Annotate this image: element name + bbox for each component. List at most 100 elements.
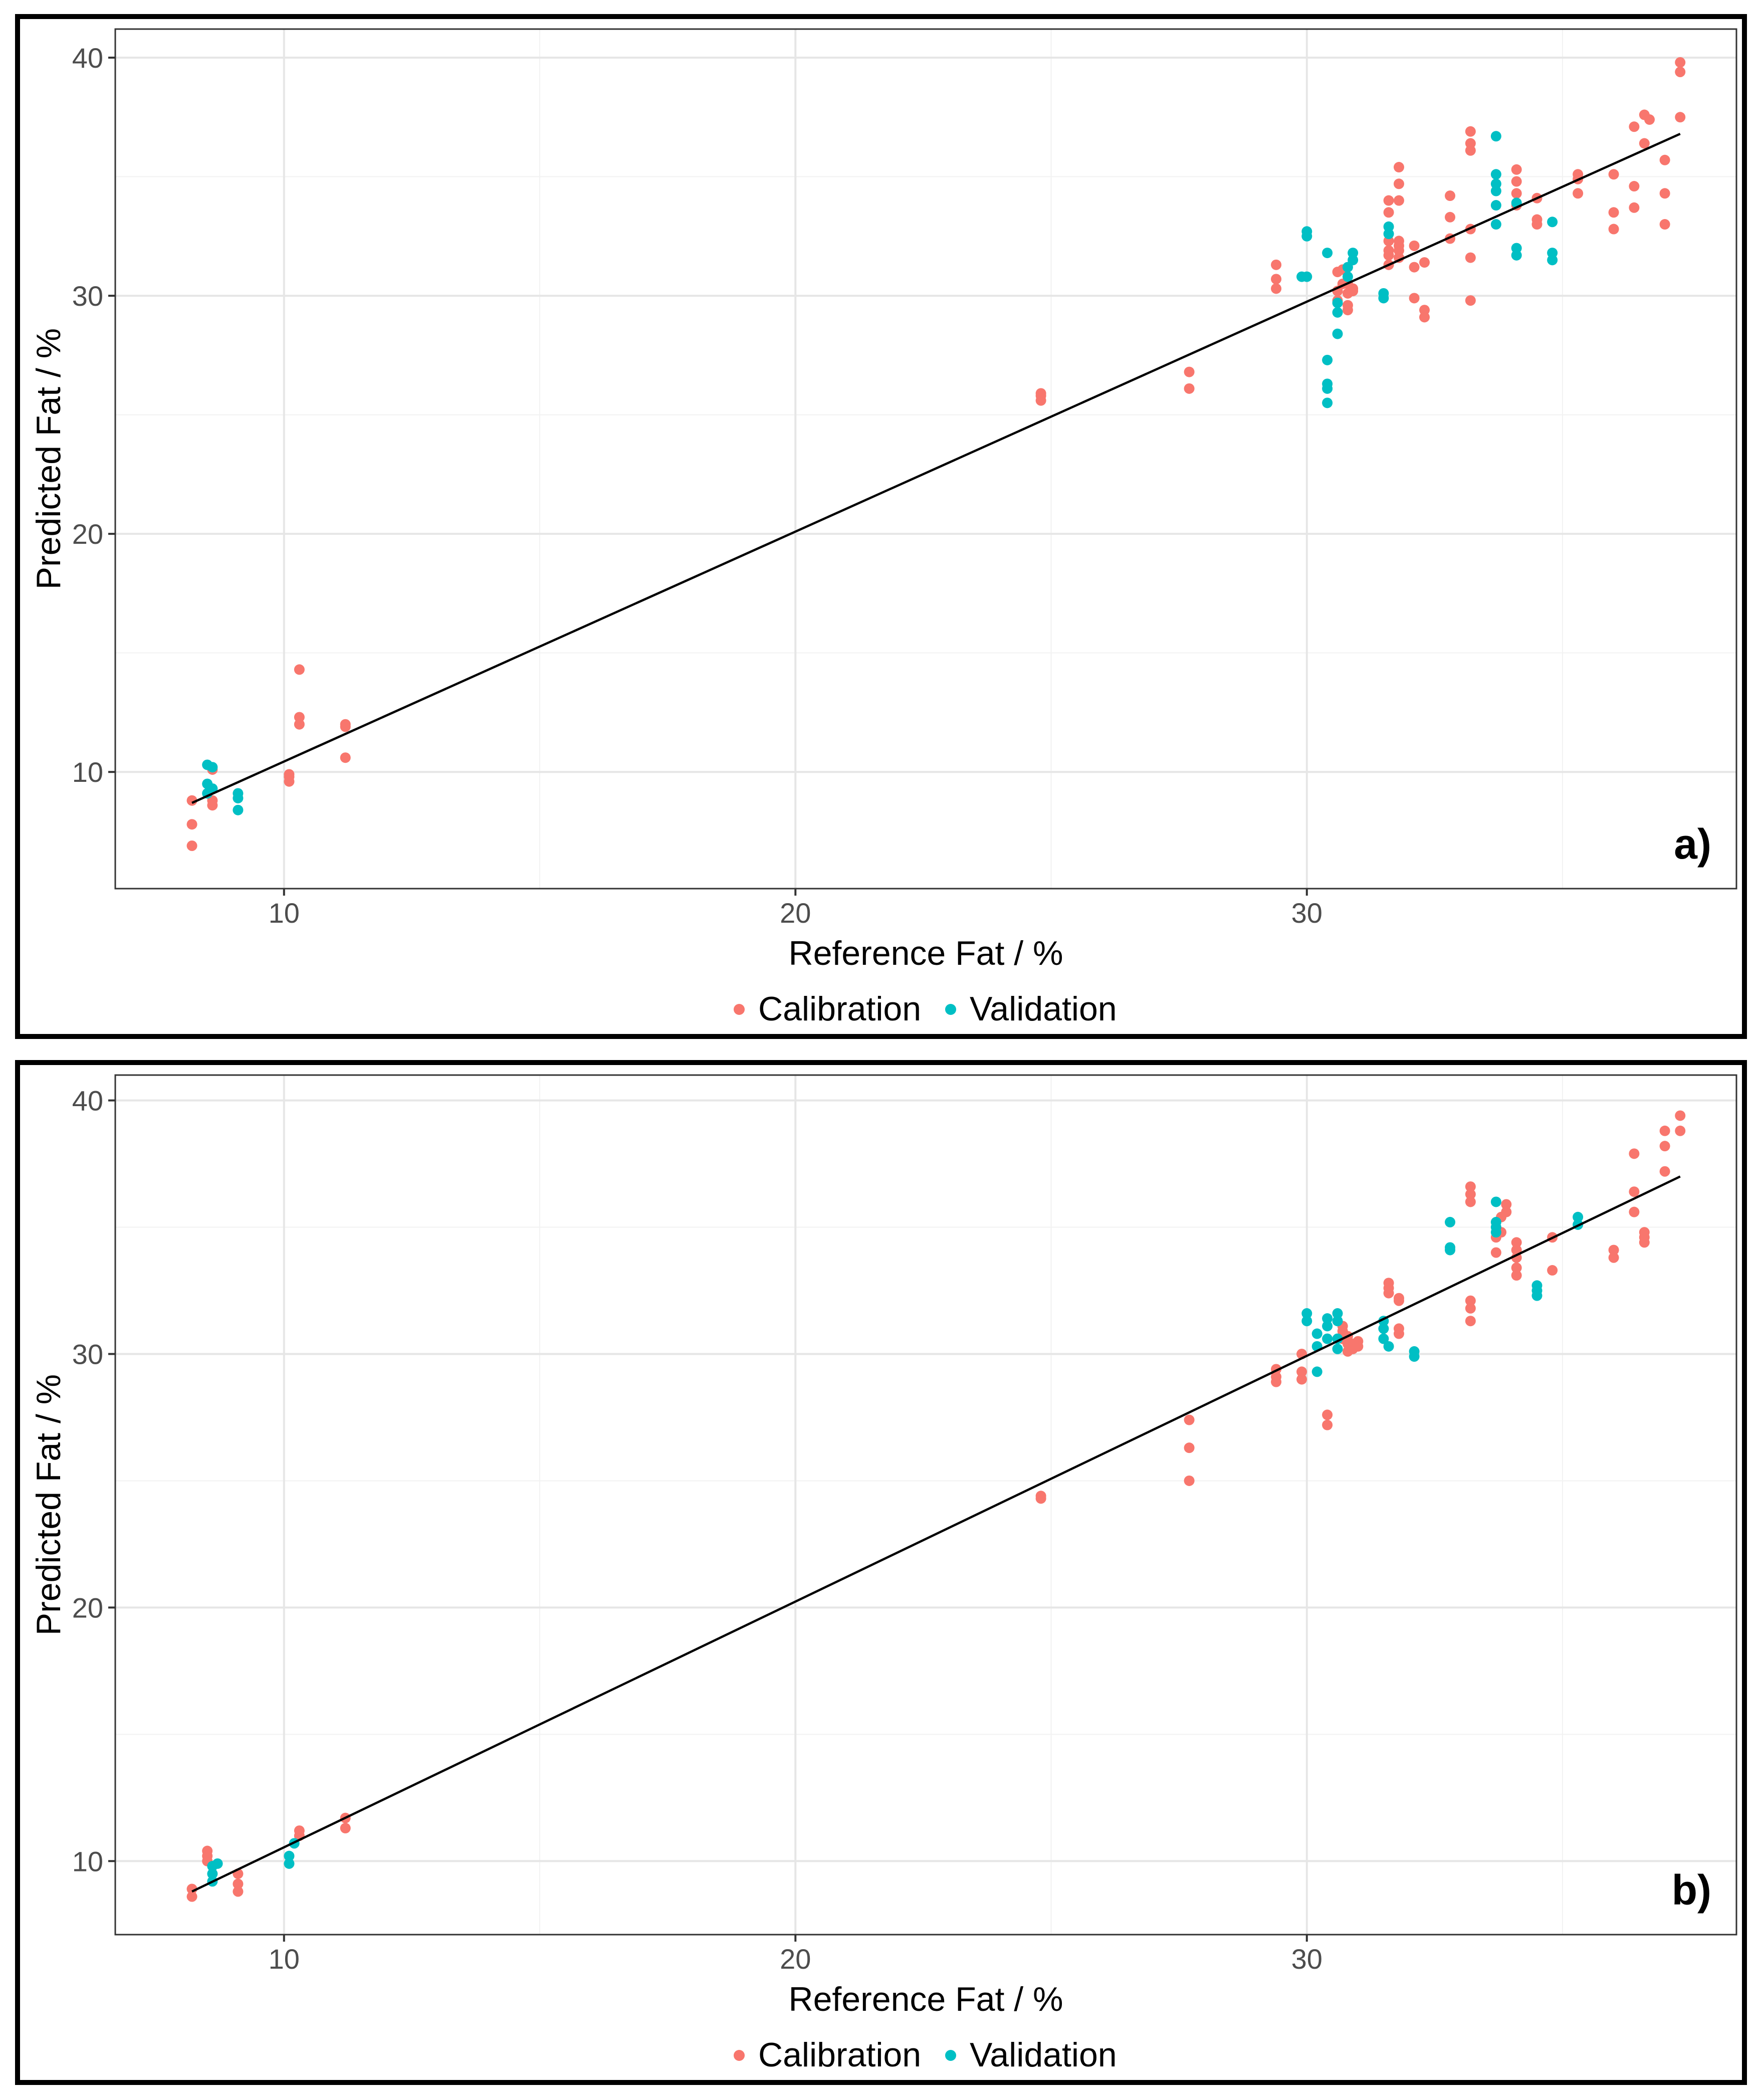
validation-point bbox=[1547, 217, 1558, 228]
y-tick-label: 20 bbox=[72, 1592, 103, 1623]
calibration-point bbox=[1465, 138, 1476, 149]
calibration-point bbox=[1419, 257, 1430, 268]
validation-point bbox=[1490, 200, 1501, 211]
validation-point bbox=[284, 1850, 295, 1861]
validation-point bbox=[1511, 243, 1522, 254]
validation-point bbox=[1490, 1196, 1501, 1207]
calibration-point bbox=[294, 1825, 305, 1836]
validation-point bbox=[1490, 178, 1501, 189]
validation-point bbox=[1322, 397, 1333, 408]
calibration-point bbox=[1675, 1125, 1686, 1136]
validation-point bbox=[1322, 1321, 1333, 1332]
calibration-point bbox=[1659, 219, 1670, 230]
validation-point bbox=[207, 762, 218, 773]
calibration-point bbox=[1184, 366, 1195, 377]
validation-point bbox=[1322, 1313, 1333, 1324]
figure-panel-a: 10 20 30 10 20 30 40 a) Reference Fat / % Predict… bbox=[15, 14, 1747, 1039]
x-tick-label: 10 bbox=[269, 897, 300, 929]
calibration-point bbox=[1184, 1414, 1195, 1425]
calibration-point bbox=[1184, 1442, 1195, 1453]
validation-point bbox=[1332, 328, 1343, 339]
calibration-point bbox=[1419, 305, 1430, 316]
calibration-point bbox=[1348, 283, 1359, 294]
calibration-point bbox=[1659, 188, 1670, 199]
calibration-point bbox=[1465, 1181, 1476, 1192]
calibration-point bbox=[340, 719, 351, 730]
validation-point bbox=[1301, 271, 1312, 282]
validation-point bbox=[1490, 219, 1501, 230]
calibration-point bbox=[1659, 1141, 1670, 1152]
x-tick-label: 20 bbox=[780, 1943, 811, 1975]
calibration-point bbox=[1035, 1491, 1046, 1502]
x-tick-label: 30 bbox=[1291, 1943, 1322, 1975]
calibration-point bbox=[1184, 383, 1195, 394]
calibration-point bbox=[1393, 1293, 1404, 1304]
calibration-point bbox=[1511, 1262, 1522, 1273]
validation-point bbox=[233, 804, 244, 815]
calibration-point bbox=[1393, 178, 1404, 189]
calibration-point bbox=[1644, 114, 1655, 125]
legend: Calibration Validation bbox=[734, 2036, 1117, 2074]
validation-point bbox=[1332, 1316, 1343, 1327]
legend-calibration-marker bbox=[734, 2050, 745, 2061]
validation-point bbox=[1332, 297, 1343, 308]
x-tick-label: 30 bbox=[1291, 897, 1322, 929]
y-tick-label: 40 bbox=[72, 1085, 103, 1117]
calibration-point bbox=[186, 819, 197, 830]
y-tick-label: 30 bbox=[72, 1338, 103, 1370]
y-axis-title: Predicted Fat / % bbox=[30, 328, 68, 590]
calibration-point bbox=[1383, 195, 1394, 206]
calibration-point bbox=[186, 795, 197, 806]
validation-point bbox=[1301, 1308, 1312, 1319]
scatter-plot-a: 10 20 30 10 20 30 40 a) Reference Fat / % Predict… bbox=[30, 28, 1737, 1028]
calibration-point bbox=[1296, 1366, 1307, 1377]
calibration-point bbox=[1629, 1148, 1640, 1159]
calibration-point bbox=[186, 840, 197, 851]
calibration-point bbox=[1511, 176, 1522, 187]
panel-label: b) bbox=[1672, 1866, 1711, 1914]
calibration-point bbox=[1675, 67, 1686, 78]
calibration-point bbox=[1659, 1166, 1670, 1177]
calibration-point bbox=[1659, 154, 1670, 165]
calibration-point bbox=[1608, 1244, 1619, 1255]
calibration-point bbox=[1465, 126, 1476, 137]
calibration-point bbox=[233, 1886, 244, 1897]
calibration-point bbox=[1629, 121, 1640, 132]
validation-point bbox=[212, 1858, 223, 1869]
calibration-point bbox=[1445, 190, 1456, 201]
calibration-point bbox=[1659, 1125, 1670, 1136]
calibration-point bbox=[1573, 188, 1584, 199]
calibration-point bbox=[1511, 1270, 1522, 1281]
validation-point bbox=[1490, 1216, 1501, 1227]
calibration-point bbox=[1342, 300, 1353, 311]
legend-validation-marker bbox=[945, 2050, 956, 2061]
validation-point bbox=[1322, 248, 1333, 259]
calibration-point bbox=[284, 769, 295, 780]
figure-panel-b: 10 20 30 10 20 30 40 b) Reference Fat / % Predict… bbox=[15, 1060, 1747, 2085]
y-tick-label: 10 bbox=[72, 756, 103, 788]
calibration-point bbox=[1465, 1189, 1476, 1200]
calibration-point bbox=[1629, 202, 1640, 213]
scatter-plot-b: 10 20 30 10 20 30 40 b) Reference Fat / % Predict… bbox=[30, 1074, 1737, 2074]
calibration-point bbox=[1501, 1206, 1512, 1217]
validation-point bbox=[1322, 354, 1333, 365]
calibration-point bbox=[1629, 181, 1640, 192]
validation-point bbox=[1332, 1308, 1343, 1319]
calibration-point bbox=[340, 752, 351, 763]
calibration-point bbox=[294, 712, 305, 723]
legend-calibration-label: Calibration bbox=[758, 990, 921, 1028]
validation-point bbox=[1301, 226, 1312, 237]
calibration-point bbox=[1608, 169, 1619, 180]
validation-point bbox=[1531, 1280, 1542, 1291]
validation-point bbox=[1383, 1341, 1394, 1352]
calibration-point bbox=[1271, 259, 1282, 270]
calibration-point bbox=[1608, 224, 1619, 235]
legend-calibration-label: Calibration bbox=[758, 2036, 921, 2074]
calibration-point bbox=[1639, 1227, 1650, 1238]
validation-point bbox=[1445, 1216, 1456, 1227]
calibration-point bbox=[1465, 1303, 1476, 1314]
validation-point bbox=[1445, 1242, 1456, 1253]
calibration-point bbox=[1445, 212, 1456, 223]
calibration-point bbox=[1511, 188, 1522, 199]
validation-point bbox=[1490, 169, 1501, 180]
